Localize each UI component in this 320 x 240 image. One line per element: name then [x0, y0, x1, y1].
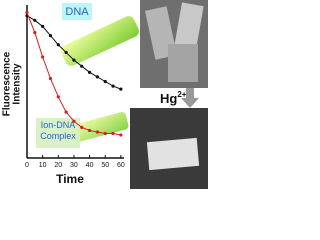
point [33, 30, 37, 35]
x-tick-label: 20 [54, 162, 62, 169]
dna-label-box [62, 3, 92, 20]
point [64, 50, 68, 55]
point [111, 84, 115, 88]
point [72, 58, 76, 62]
x-tick-label: 60 [117, 162, 125, 169]
complex-label: Ion-DNA Complex [40, 120, 76, 141]
point [80, 64, 84, 68]
point [103, 79, 107, 84]
crystal [174, 2, 204, 50]
point [33, 18, 37, 22]
point [48, 34, 53, 38]
complex-label-box [36, 118, 80, 148]
hg-base: Hg [160, 91, 177, 106]
point [48, 76, 53, 81]
point [119, 87, 123, 91]
x-label: Time [56, 172, 84, 186]
point [41, 55, 45, 59]
point [41, 24, 45, 29]
arrow [181, 88, 199, 108]
plot: 0 10 20 30 40 50 60 [25, 5, 125, 169]
label-line: Complex [40, 131, 76, 141]
graphic: Hg2+ DNA Ion-DNA Complex 0 10 20 30 40 50 60 Ti… [2, 0, 208, 189]
hg-label: Hg2+ [160, 90, 187, 106]
x-tick-label: 40 [86, 162, 94, 169]
point [103, 131, 107, 136]
point [64, 110, 68, 114]
point [95, 75, 100, 79]
y-label: Intensity [12, 63, 23, 105]
dna-label: DNA [65, 6, 89, 18]
point [87, 70, 92, 74]
y-label: Fluorescence [2, 51, 13, 116]
hg-superscript: 2+ [177, 90, 186, 99]
point [119, 133, 123, 137]
point [25, 11, 29, 15]
complex-rod [71, 111, 129, 143]
label-line: Ion-DNA [41, 120, 76, 130]
point [80, 125, 84, 129]
point [95, 130, 100, 134]
x-tick-label: 0 [25, 162, 29, 169]
point [56, 43, 60, 47]
x-tick-label: 50 [101, 162, 109, 169]
crystal [168, 44, 198, 82]
x-tick-label: 30 [70, 162, 78, 169]
crystal [146, 137, 200, 171]
x-tick-label: 10 [39, 162, 47, 169]
point [72, 119, 76, 123]
point [56, 95, 60, 99]
point [111, 131, 115, 136]
point [87, 128, 92, 133]
dna-rod [61, 16, 139, 66]
